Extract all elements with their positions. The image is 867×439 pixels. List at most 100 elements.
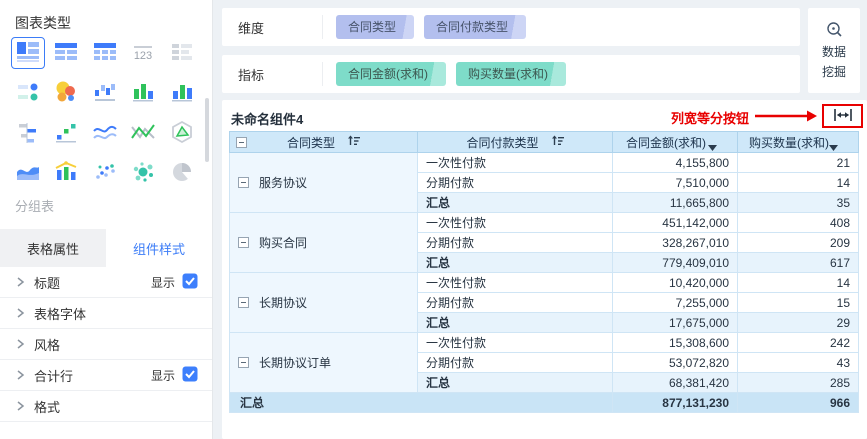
table-row: 分期付款 328,267,010 209 <box>230 232 859 253</box>
collapse-group-icon[interactable] <box>238 297 249 308</box>
collapse-group-icon[interactable] <box>238 237 249 248</box>
chevron-right-icon <box>14 307 26 319</box>
subtotal-row: 汇总 11,665,800 35 <box>230 192 859 213</box>
chevron-right-icon <box>14 338 26 350</box>
show-label: 显示 <box>150 275 175 290</box>
chart-type-step-chart[interactable] <box>49 117 83 149</box>
chart-type-column-chart[interactable] <box>165 77 199 109</box>
metric-pill-purchase-qty[interactable]: 购买数量(求和) <box>456 62 566 86</box>
dimension-pill-contract-type[interactable]: 合同类型 <box>336 15 415 39</box>
column-width-equalize-icon <box>833 108 853 125</box>
magnifier-icon <box>826 21 843 41</box>
collapse-group-icon[interactable] <box>238 357 249 368</box>
line-chart-icon <box>92 119 118 148</box>
table-row: 分期付款 7,255,000 15 <box>230 292 859 313</box>
title-show-checkbox[interactable] <box>182 273 198 292</box>
total-row-show-checkbox[interactable] <box>182 366 198 385</box>
metric-label: 指标 <box>238 67 265 83</box>
chart-type-text-kpi-table[interactable] <box>165 37 199 69</box>
combo-chart-icon <box>53 159 79 188</box>
metric-row: 指标 合同金额(求和) 购买数量(求和) <box>222 55 800 93</box>
header-contract-amount[interactable]: 合同金额(求和) <box>612 131 738 153</box>
bar-chart-icon <box>130 79 156 108</box>
collapse-group-icon[interactable] <box>238 177 249 188</box>
heat-map-icon <box>53 79 79 108</box>
chart-type-combo-chart[interactable] <box>49 157 83 189</box>
group-cell: 购买合同 <box>229 212 418 273</box>
panel-table-font[interactable]: 表格字体 <box>0 298 212 329</box>
sort-icon[interactable] <box>551 135 564 150</box>
chart-type-area-chart[interactable] <box>11 157 45 189</box>
range-line-chart-icon <box>130 119 156 148</box>
tab-component-style[interactable]: 组件样式 <box>106 229 212 267</box>
property-tabs: 表格属性 组件样式 <box>0 229 212 267</box>
svg-text:123: 123 <box>134 50 152 62</box>
table-row: 长期协议订单 一次性付款 15,308,600 242 <box>229 332 859 393</box>
detail-table-icon <box>53 39 79 68</box>
chevron-right-icon <box>14 400 26 412</box>
annotation-text: 列宽等分按钮 <box>670 111 749 126</box>
chevron-right-icon <box>14 369 26 381</box>
sort-icon[interactable] <box>347 135 360 150</box>
horizontal-bar-chart-icon <box>15 119 41 148</box>
tab-table-properties[interactable]: 表格属性 <box>26 241 79 257</box>
panel-format[interactable]: 格式 <box>0 391 212 422</box>
chart-type-range-line-chart[interactable] <box>126 117 160 149</box>
dimension-label: 维度 <box>238 20 265 36</box>
panel-title[interactable]: 标题 显示 <box>0 267 212 298</box>
chart-type-grid: 123 <box>11 37 203 189</box>
table-row: 服务协议 一次性付款 4,155,800 21 <box>229 152 859 213</box>
group-cell: 长期协议订单 <box>229 332 418 393</box>
bubble-chart-icon <box>130 159 156 188</box>
divider <box>322 62 323 86</box>
chart-type-waterfall-chart[interactable] <box>88 77 122 109</box>
cross-table-icon <box>92 39 118 68</box>
chart-type-horizontal-bar-chart[interactable] <box>11 117 45 149</box>
metric-pill-contract-amount[interactable]: 合同金额(求和) <box>336 62 446 86</box>
group-cell: 长期协议 <box>229 272 418 333</box>
widget-canvas: 未命名组件4 列宽等分按钮 合同类型 合同付款类型 合 <box>222 100 867 439</box>
widget-title: 未命名组件4 <box>231 112 304 127</box>
column-width-equalize-button[interactable] <box>822 104 863 128</box>
header-payment-type[interactable]: 合同付款类型 <box>417 131 613 153</box>
collapse-all-icon[interactable] <box>236 137 247 148</box>
subtotal-row: 汇总 779,409,010 617 <box>230 252 859 273</box>
dimension-pill-payment-type[interactable]: 合同付款类型 <box>424 15 527 39</box>
data-mining-button[interactable]: 数据 挖掘 <box>808 8 860 93</box>
dropdown-caret-icon[interactable] <box>829 140 838 152</box>
sidebar-scrollbar-thumb[interactable] <box>205 98 209 162</box>
chart-type-cross-table[interactable] <box>88 37 122 69</box>
style-panel-list: 标题 显示 表格字体 风格 合计行 显示 格式 <box>0 267 212 422</box>
dimension-row: 维度 合同类型 合同付款类型 <box>222 8 800 46</box>
table-row: 分期付款 7,510,000 14 <box>230 172 859 193</box>
chart-type-kpi-card[interactable]: 123 <box>126 37 160 69</box>
subtotal-row: 汇总 17,675,000 29 <box>230 312 859 333</box>
waterfall-chart-icon <box>92 79 118 108</box>
header-contract-type[interactable]: 合同类型 <box>229 131 418 153</box>
panel-total-row[interactable]: 合计行 显示 <box>0 360 212 391</box>
group-table-icon <box>15 39 41 68</box>
chart-type-indicator-card[interactable] <box>11 77 45 109</box>
chart-type-radar-chart[interactable] <box>165 117 199 149</box>
chart-type-bubble-chart[interactable] <box>126 157 160 189</box>
pie-chart-icon <box>169 159 195 188</box>
chart-type-line-chart[interactable] <box>88 117 122 149</box>
sidebar-title: 图表类型 <box>15 15 71 31</box>
chart-type-scatter-chart[interactable] <box>88 157 122 189</box>
header-purchase-qty[interactable]: 购买数量(求和) <box>737 131 859 153</box>
selected-chart-label: 分组表 <box>15 199 55 214</box>
panel-style[interactable]: 风格 <box>0 329 212 360</box>
table-row: 长期协议 一次性付款 10,420,000 14 <box>229 272 859 333</box>
chart-type-group-table[interactable] <box>11 37 45 69</box>
dropdown-caret-icon[interactable] <box>708 140 717 152</box>
indicator-card-icon <box>15 79 41 108</box>
chart-type-detail-table[interactable] <box>49 37 83 69</box>
chart-type-pie-chart[interactable] <box>165 157 199 189</box>
chevron-right-icon <box>14 276 26 288</box>
show-label: 显示 <box>150 368 175 383</box>
area-chart-icon <box>15 159 41 188</box>
chart-type-heat-map[interactable] <box>49 77 83 109</box>
chart-type-bar-chart[interactable] <box>126 77 160 109</box>
text-kpi-table-icon <box>169 39 195 68</box>
grand-total-row: 汇总 877,131,230 966 <box>229 392 859 413</box>
